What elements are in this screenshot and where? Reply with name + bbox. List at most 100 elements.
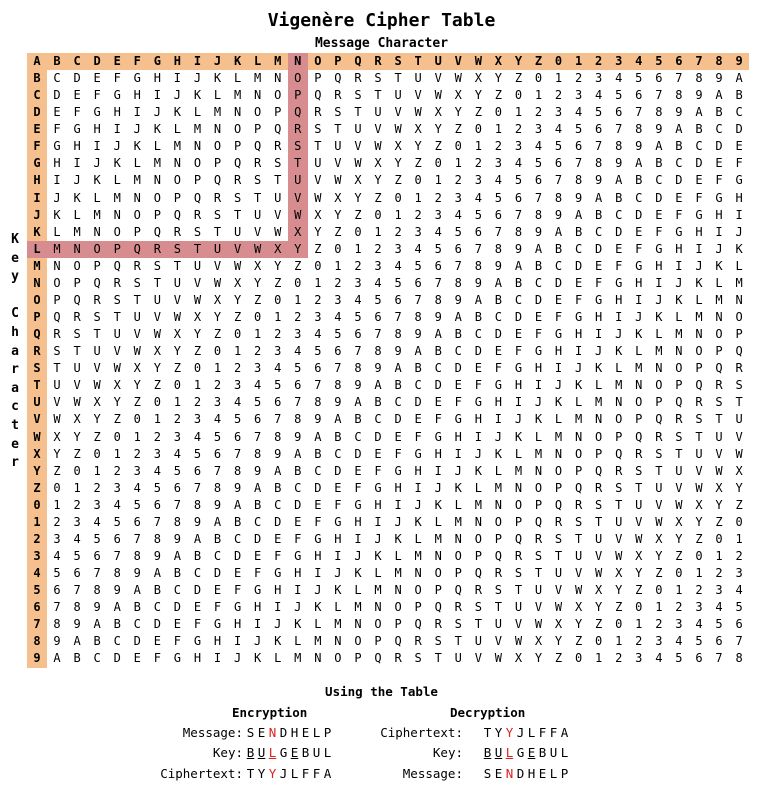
table-cell: V (414, 88, 422, 103)
table-cell: 7 (153, 514, 161, 529)
table-cell: W (514, 634, 523, 649)
table-cell: P (494, 531, 502, 546)
table-cell: 1 (193, 378, 202, 393)
table-cell: K (715, 258, 723, 273)
table-cell: N (193, 139, 202, 154)
table-cell: 1 (173, 395, 182, 410)
table-cell: X (695, 497, 703, 512)
table-cell: 4 (53, 549, 61, 564)
table-cell: C (374, 412, 382, 427)
table-cell: F (294, 531, 302, 546)
table-cell: P (534, 497, 543, 512)
table-cell: J (635, 310, 643, 325)
table-cell: B (574, 224, 583, 239)
table-cell: 9 (675, 105, 683, 120)
table-cell: V (294, 190, 302, 205)
table-cell: H (735, 190, 743, 205)
table-cell: 3 (434, 207, 442, 222)
table-cell: W (635, 531, 643, 546)
table-cell: F (615, 258, 623, 273)
table-cell: 9 (153, 549, 161, 564)
header-cell: Z (534, 54, 543, 68)
table-cell: H (354, 514, 362, 529)
table-cell: C (554, 258, 563, 273)
table-cell: 0 (534, 71, 543, 86)
table-cell: 8 (374, 344, 382, 359)
table-cell: K (153, 122, 161, 137)
table-cell: G (93, 105, 101, 120)
table-cell: H (254, 600, 262, 615)
table-cell: U (414, 71, 422, 86)
table-cell: 9 (534, 224, 543, 239)
table-cell: 1 (494, 122, 502, 137)
table-cell: 7 (354, 344, 362, 359)
table-cell: H (394, 480, 402, 495)
table-cell: 4 (113, 497, 121, 512)
table-cell: G (534, 344, 543, 359)
table-cell: F (73, 105, 81, 120)
table-cell: 2 (394, 224, 402, 239)
header-cell: T (414, 54, 422, 68)
table-cell: Y (454, 105, 462, 120)
table-cell: P (514, 514, 523, 529)
table-cell: Z (635, 583, 643, 598)
table-cell: T (354, 105, 362, 120)
table-cell: 3 (394, 241, 402, 256)
table-cell: V (213, 258, 222, 273)
table-cell: D (434, 378, 442, 393)
table-cell: M (735, 275, 743, 290)
table-cell: B (133, 600, 141, 615)
table-cell: S (474, 600, 482, 615)
table-cell: N (715, 310, 723, 325)
table-cell: O (615, 412, 623, 427)
table-cell: G (675, 224, 683, 239)
table-cell: 8 (254, 446, 262, 461)
table-cell: V (474, 651, 482, 666)
table-cell: M (254, 71, 262, 86)
table-cell: E (173, 617, 182, 632)
table-cell: Y (294, 241, 302, 256)
table-cell: M (294, 651, 302, 666)
table-cell: W (454, 71, 462, 86)
table-cell: 6 (213, 446, 222, 461)
table-cell: U (153, 292, 161, 307)
table-cell: S (695, 412, 703, 427)
table-cell: E (695, 173, 703, 188)
table-cell: L (494, 463, 502, 478)
table-cell: 2 (354, 258, 362, 273)
table-cell: E (474, 361, 482, 376)
table-cell: 9 (213, 497, 222, 512)
table-cell: N (554, 446, 563, 461)
table-cell: X (193, 310, 202, 325)
table-cell: 8 (233, 463, 242, 478)
key-cell: Y (33, 463, 41, 478)
table-cell: N (454, 531, 462, 546)
table-cell: P (695, 361, 703, 376)
table-cell: 7 (233, 446, 242, 461)
table-cell: R (314, 105, 322, 120)
table-cell: 4 (434, 224, 442, 239)
table-cell: N (474, 514, 482, 529)
table-cell: I (454, 446, 462, 461)
table-cell: M (514, 463, 523, 478)
table-cell: 7 (414, 292, 422, 307)
table-cell: G (354, 497, 362, 512)
table-cell: 7 (274, 412, 282, 427)
table-cell: 7 (314, 378, 322, 393)
table-cell: V (735, 429, 743, 444)
table-cell: 1 (474, 139, 482, 154)
table-cell: U (334, 139, 342, 154)
table-cell: U (274, 190, 282, 205)
table-cell: L (113, 173, 121, 188)
table-cell: O (554, 463, 563, 478)
table-cell: Y (715, 497, 723, 512)
table-cell: X (735, 463, 743, 478)
table-cell: 6 (615, 105, 623, 120)
table-cell: V (254, 224, 262, 239)
table-cell: 7 (434, 275, 442, 290)
table-cell: E (354, 463, 362, 478)
table-cell: M (414, 549, 422, 564)
table-cell: V (635, 514, 643, 529)
table-cell: G (193, 634, 202, 649)
decryption-header: Decryption (450, 705, 526, 720)
